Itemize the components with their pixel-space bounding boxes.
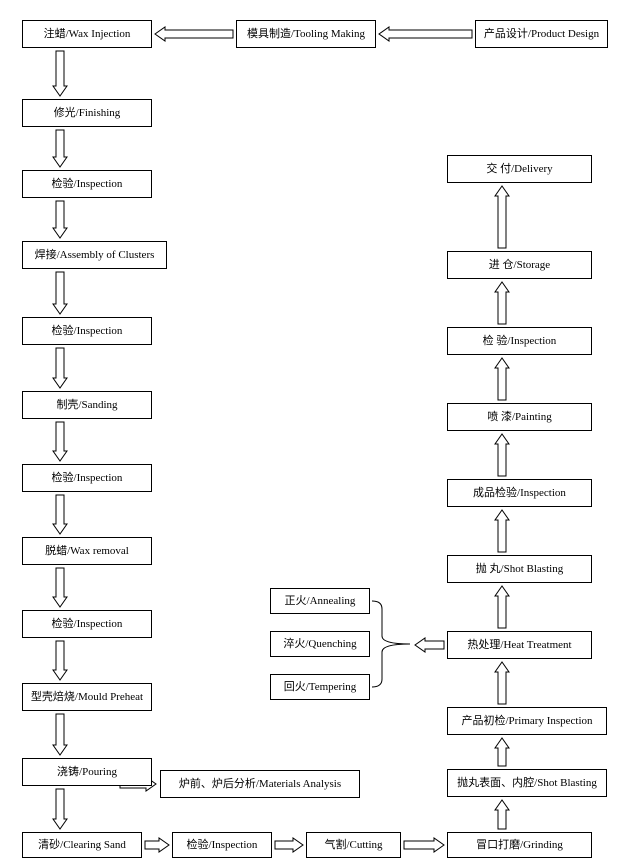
node-label: 注蜡/Wax Injection <box>44 28 131 40</box>
node-label: 喷 漆/Painting <box>487 411 551 423</box>
node-finishing: 修光/Finishing <box>22 99 152 127</box>
node-label: 检 验/Inspection <box>483 335 557 347</box>
node-tempering: 回火/Tempering <box>270 674 370 700</box>
node-cutting: 气割/Cutting <box>306 832 401 858</box>
node-painting: 喷 漆/Painting <box>447 403 592 431</box>
node-label: 检验/Inspection <box>187 839 258 851</box>
node-sanding: 制壳/Sanding <box>22 391 152 419</box>
node-label: 检验/Inspection <box>52 178 123 190</box>
node-assembly: 焊接/Assembly of Clusters <box>22 241 167 269</box>
node-label: 抛丸表面、内腔/Shot Blasting <box>457 777 597 789</box>
node-label: 产品初检/Primary Inspection <box>461 715 592 727</box>
node-label: 交 付/Delivery <box>486 163 552 175</box>
node-label: 型壳焙烧/Mould Preheat <box>31 691 143 703</box>
node-label: 成品检验/Inspection <box>473 487 566 499</box>
node-clearing_sand: 清砂/Clearing Sand <box>22 832 142 858</box>
node-primary_inspection: 产品初检/Primary Inspection <box>447 707 607 735</box>
node-label: 检验/Inspection <box>52 618 123 630</box>
node-label: 抛 丸/Shot Blasting <box>476 563 563 575</box>
node-final_inspection: 成品检验/Inspection <box>447 479 592 507</box>
node-wax_injection: 注蜡/Wax Injection <box>22 20 152 48</box>
node-label: 产品设计/Product Design <box>484 28 599 40</box>
node-materials_analysis: 炉前、炉后分析/Materials Analysis <box>160 770 360 798</box>
node-label: 气割/Cutting <box>324 839 382 851</box>
node-product_design: 产品设计/Product Design <box>475 20 608 48</box>
node-tooling_making: 模具制造/Tooling Making <box>236 20 376 48</box>
node-inspection_1: 检验/Inspection <box>22 170 152 198</box>
node-label: 清砂/Clearing Sand <box>38 839 126 851</box>
node-label: 检验/Inspection <box>52 325 123 337</box>
node-label: 冒口打磨/Grinding <box>476 839 563 851</box>
node-pouring: 浇铸/Pouring <box>22 758 152 786</box>
node-grinding: 冒口打磨/Grinding <box>447 832 592 858</box>
node-label: 脱蜡/Wax removal <box>45 545 129 557</box>
node-inspection_5: 检验/Inspection <box>172 832 272 858</box>
node-storage: 进 仓/Storage <box>447 251 592 279</box>
node-annealing: 正火/Annealing <box>270 588 370 614</box>
node-label: 炉前、炉后分析/Materials Analysis <box>179 778 341 790</box>
node-label: 进 仓/Storage <box>489 259 550 271</box>
node-label: 淬火/Quenching <box>283 638 356 650</box>
node-inspection_2: 检验/Inspection <box>22 317 152 345</box>
node-label: 修光/Finishing <box>54 107 121 119</box>
node-wax_removal: 脱蜡/Wax removal <box>22 537 152 565</box>
flowchart-canvas: 产品设计/Product Design 模具制造/Tooling Making 注蜡… <box>0 0 625 864</box>
node-label: 模具制造/Tooling Making <box>247 28 365 40</box>
node-shot_blasting_1: 抛丸表面、内腔/Shot Blasting <box>447 769 607 797</box>
node-label: 制壳/Sanding <box>56 399 117 411</box>
node-label: 浇铸/Pouring <box>57 766 117 778</box>
node-delivery: 交 付/Delivery <box>447 155 592 183</box>
node-quenching: 淬火/Quenching <box>270 631 370 657</box>
node-label: 热处理/Heat Treatment <box>467 639 571 651</box>
node-label: 正火/Annealing <box>285 595 356 607</box>
node-inspection_4: 检验/Inspection <box>22 610 152 638</box>
node-shot_blasting_2: 抛 丸/Shot Blasting <box>447 555 592 583</box>
node-inspection_3: 检验/Inspection <box>22 464 152 492</box>
node-inspection_6: 检 验/Inspection <box>447 327 592 355</box>
node-heat_treatment: 热处理/Heat Treatment <box>447 631 592 659</box>
node-label: 检验/Inspection <box>52 472 123 484</box>
node-mould_preheat: 型壳焙烧/Mould Preheat <box>22 683 152 711</box>
node-label: 焊接/Assembly of Clusters <box>35 249 155 261</box>
node-label: 回火/Tempering <box>284 681 357 693</box>
